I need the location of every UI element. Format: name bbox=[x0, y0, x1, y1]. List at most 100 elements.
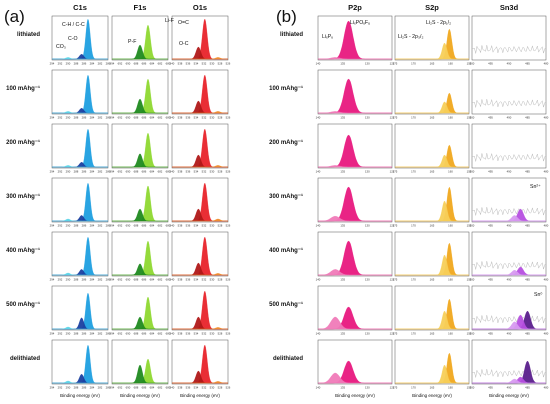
tick-label: 480 bbox=[544, 332, 549, 336]
x-axis-label: Binding energy (eV) bbox=[489, 393, 529, 398]
row-label-lithiated: lithiated bbox=[280, 32, 303, 38]
tick-label: 290 bbox=[66, 332, 71, 336]
tick-label: 282 bbox=[98, 170, 103, 174]
plot-frame bbox=[471, 123, 547, 169]
tick-label: 125 bbox=[390, 332, 395, 336]
tick-label: 690 bbox=[126, 332, 131, 336]
tick-label: 288 bbox=[74, 116, 79, 120]
tick-label: 175 bbox=[393, 278, 398, 282]
tick-label: 526 bbox=[226, 62, 231, 66]
spectrum-o1s-2: 540 538 536 534 532 530 528 526 bbox=[170, 123, 231, 174]
tick-label: 480 bbox=[544, 62, 549, 66]
spectrum-o1s-3: 540 538 536 534 532 530 528 526 bbox=[170, 177, 231, 228]
tick-label: 532 bbox=[202, 386, 207, 390]
peak-minor bbox=[172, 218, 228, 222]
tick-label: 526 bbox=[226, 278, 231, 282]
row-label-delithiated: delithiated bbox=[273, 356, 303, 362]
tick-label: 686 bbox=[142, 278, 147, 282]
tick-label: 692 bbox=[118, 332, 123, 336]
tick-label: 282 bbox=[98, 116, 103, 120]
spectrum-f1s-2: 694 692 690 688 686 684 682 680 bbox=[110, 123, 171, 174]
tick-label: 538 bbox=[178, 332, 183, 336]
tick-label: 526 bbox=[226, 170, 231, 174]
x-axis-label: Binding energy (eV) bbox=[120, 393, 160, 398]
tick-label: 534 bbox=[194, 62, 199, 66]
plot-frame bbox=[471, 15, 547, 61]
peak-li-s-2p bbox=[395, 101, 469, 114]
tick-label: 135 bbox=[340, 332, 345, 336]
column-title-f1s: F1s bbox=[134, 3, 147, 12]
peak-sn-shoulder bbox=[472, 378, 546, 384]
spectrum-s2p-4: 175 170 165 160 155 bbox=[393, 231, 472, 282]
tick-label: 160 bbox=[448, 278, 453, 282]
tick-label: 682 bbox=[158, 116, 163, 120]
peak-co bbox=[52, 272, 108, 276]
tick-label: 540 bbox=[170, 170, 175, 174]
row-label-300-mahg: 300 mAhg⁻¹ bbox=[269, 193, 303, 200]
tick-label: 532 bbox=[202, 170, 207, 174]
row-label-400-mahg: 400 mAhg⁻¹ bbox=[269, 247, 303, 254]
tick-label: 165 bbox=[430, 278, 435, 282]
tick-label: 165 bbox=[430, 116, 435, 120]
tick-label: 170 bbox=[411, 386, 416, 390]
tick-label: 294 bbox=[50, 224, 55, 228]
tick-label: 682 bbox=[158, 278, 163, 282]
tick-label: 534 bbox=[194, 386, 199, 390]
tick-label: 135 bbox=[340, 224, 345, 228]
tick-label: 292 bbox=[58, 170, 63, 174]
spectrum-f1s-4: 694 692 690 688 686 684 682 680 bbox=[110, 231, 171, 282]
plot-frame bbox=[471, 285, 547, 331]
tick-label: 686 bbox=[142, 224, 147, 228]
tick-label: 526 bbox=[226, 224, 231, 228]
spectrum-f1s-5: 694 692 690 688 686 684 682 680 bbox=[110, 285, 171, 336]
tick-label: 684 bbox=[150, 170, 155, 174]
tick-label: 155 bbox=[467, 332, 472, 336]
spectrum-o1s-6: 540 538 536 534 532 530 528 526 bbox=[170, 339, 231, 390]
tick-label: 288 bbox=[74, 62, 79, 66]
peak-li-s-2p bbox=[395, 255, 469, 276]
tick-label: 540 bbox=[170, 224, 175, 228]
tick-label: 294 bbox=[50, 386, 55, 390]
plot-frame bbox=[471, 339, 547, 385]
tick-label: 686 bbox=[142, 116, 147, 120]
tick-label: 292 bbox=[58, 62, 63, 66]
peak-li-p bbox=[318, 269, 392, 276]
tick-label: 294 bbox=[50, 332, 55, 336]
tick-label: 294 bbox=[50, 278, 55, 282]
tick-label: 690 bbox=[126, 386, 131, 390]
tick-label: 528 bbox=[218, 170, 223, 174]
tick-label: 540 bbox=[170, 278, 175, 282]
peak-li-s-2p bbox=[395, 43, 469, 60]
tick-label: 160 bbox=[448, 62, 453, 66]
tick-label: 530 bbox=[210, 170, 215, 174]
tick-label: 155 bbox=[467, 116, 472, 120]
tick-label: 692 bbox=[118, 386, 123, 390]
row-label-lithiated: lithiated bbox=[17, 32, 40, 38]
tick-label: 288 bbox=[74, 386, 79, 390]
tick-label: 140 bbox=[316, 224, 321, 228]
tick-label: 684 bbox=[150, 386, 155, 390]
tick-label: 480 bbox=[544, 278, 549, 282]
x-axis-label: Binding energy (eV) bbox=[60, 393, 100, 398]
tick-label: 528 bbox=[218, 278, 223, 282]
tick-label: 135 bbox=[340, 278, 345, 282]
tick-label: 170 bbox=[411, 62, 416, 66]
tick-label: 160 bbox=[448, 116, 453, 120]
tick-label: 692 bbox=[118, 116, 123, 120]
spectrum-sn3d-4: 500 495 490 485 480 bbox=[470, 231, 549, 282]
tick-label: 684 bbox=[150, 332, 155, 336]
column-title-sn3d: Sn3d bbox=[500, 3, 519, 12]
spectrum-c1s-3: 294 292 290 288 286 284 282 280 bbox=[50, 177, 111, 228]
tick-label: 165 bbox=[430, 386, 435, 390]
tick-label: 490 bbox=[507, 116, 512, 120]
spectrum-f1s-3: 694 692 690 688 686 684 682 680 bbox=[110, 177, 171, 228]
tick-label: 175 bbox=[393, 116, 398, 120]
peak-p-f bbox=[112, 364, 168, 384]
tick-label: 280 bbox=[106, 116, 111, 120]
tick-label: 534 bbox=[194, 170, 199, 174]
tick-label: 282 bbox=[98, 386, 103, 390]
tick-label: 684 bbox=[150, 278, 155, 282]
plot-frame bbox=[471, 231, 547, 277]
tick-label: 528 bbox=[218, 116, 223, 120]
